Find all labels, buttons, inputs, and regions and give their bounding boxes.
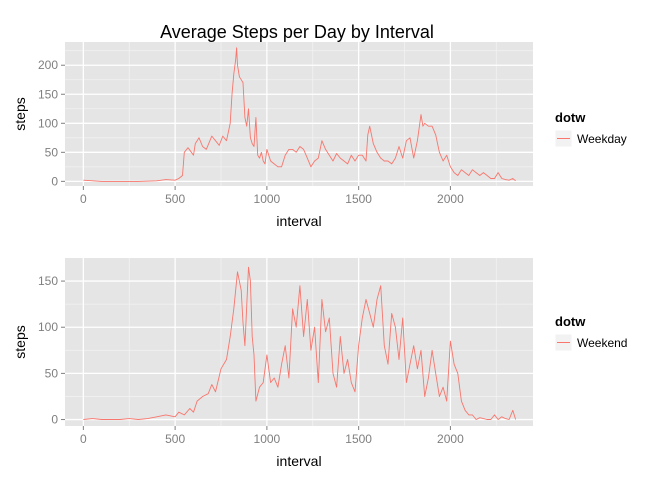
- x-axis-label: interval: [276, 453, 321, 469]
- y-tick-label: 50: [45, 145, 59, 159]
- plot-panel: [65, 258, 533, 426]
- x-tick-label: 1500: [345, 192, 372, 206]
- legend-title: dotw: [555, 110, 586, 125]
- y-tick-label: 0: [51, 174, 58, 188]
- legend-title: dotw: [555, 314, 586, 329]
- y-tick-label: 100: [38, 116, 58, 130]
- x-tick-label: 1000: [254, 432, 281, 446]
- series-line-weekday: [83, 47, 516, 182]
- plot-panel: [65, 42, 533, 186]
- x-tick-label: 500: [165, 432, 185, 446]
- y-tick-label: 150: [38, 87, 58, 101]
- y-axis-label: steps: [12, 97, 28, 130]
- x-tick-label: 500: [165, 192, 185, 206]
- y-tick-label: 200: [38, 58, 58, 72]
- x-tick-label: 1500: [345, 432, 372, 446]
- legend-entry-label: Weekend: [577, 336, 627, 350]
- y-tick-label: 0: [51, 413, 58, 427]
- y-tick-label: 150: [38, 274, 58, 288]
- x-tick-label: 2000: [437, 432, 464, 446]
- y-tick-label: 50: [45, 366, 59, 380]
- x-tick-label: 2000: [437, 192, 464, 206]
- y-tick-label: 100: [38, 320, 58, 334]
- y-axis-label: steps: [12, 325, 28, 358]
- legend-entry-label: Weekday: [577, 132, 627, 146]
- x-tick-label: 0: [80, 432, 87, 446]
- series-line-weekend: [83, 266, 517, 420]
- weekday-panel: 0 500 1000 1500 2000 0 50 100 150 200 interval step…: [12, 42, 627, 229]
- chart-title: Average Steps per Day by Interval: [160, 22, 434, 42]
- x-tick-label: 1000: [254, 192, 281, 206]
- weekend-panel: 0 500 1000 1500 2000 0 50 100 150 interval steps do…: [12, 258, 627, 469]
- x-axis-label: interval: [276, 213, 321, 229]
- x-tick-label: 0: [80, 192, 87, 206]
